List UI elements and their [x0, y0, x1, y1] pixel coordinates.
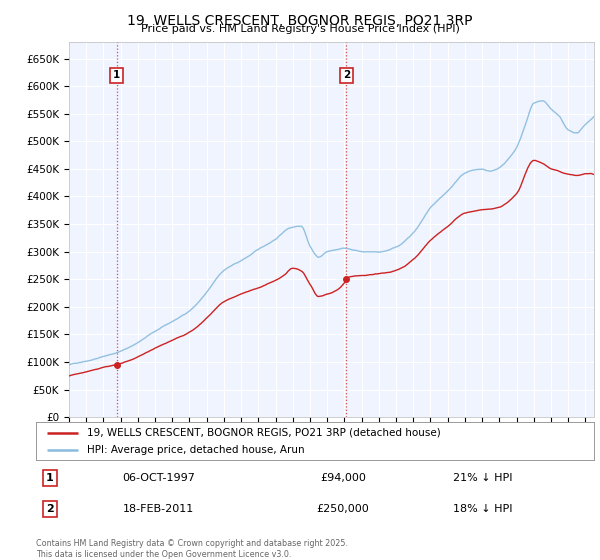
Text: Price paid vs. HM Land Registry's House Price Index (HPI): Price paid vs. HM Land Registry's House …	[140, 24, 460, 34]
Text: £94,000: £94,000	[320, 473, 366, 483]
Text: 18% ↓ HPI: 18% ↓ HPI	[452, 504, 512, 514]
Text: 1: 1	[46, 473, 54, 483]
Text: 1: 1	[113, 70, 120, 80]
Text: 18-FEB-2011: 18-FEB-2011	[123, 504, 194, 514]
Text: £250,000: £250,000	[317, 504, 369, 514]
Text: Contains HM Land Registry data © Crown copyright and database right 2025.
This d: Contains HM Land Registry data © Crown c…	[36, 539, 348, 559]
Text: 2: 2	[46, 504, 54, 514]
Text: HPI: Average price, detached house, Arun: HPI: Average price, detached house, Arun	[88, 445, 305, 455]
Text: 21% ↓ HPI: 21% ↓ HPI	[452, 473, 512, 483]
Text: 2: 2	[343, 70, 350, 80]
Text: 06-OCT-1997: 06-OCT-1997	[122, 473, 195, 483]
Text: 19, WELLS CRESCENT, BOGNOR REGIS, PO21 3RP (detached house): 19, WELLS CRESCENT, BOGNOR REGIS, PO21 3…	[88, 427, 441, 437]
Text: 19, WELLS CRESCENT, BOGNOR REGIS, PO21 3RP: 19, WELLS CRESCENT, BOGNOR REGIS, PO21 3…	[127, 14, 473, 28]
